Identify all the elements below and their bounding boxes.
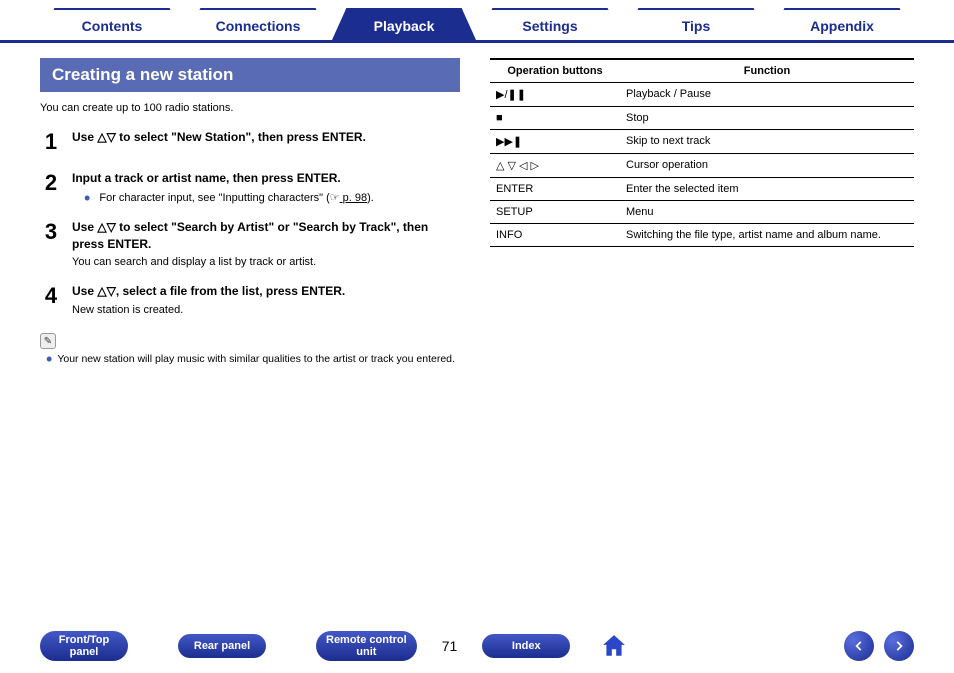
note-block: ✎ Your new station will play music with … [40,331,460,365]
table-row: ■Stop [490,107,914,130]
prev-page-button[interactable] [844,631,874,661]
bottom-bar: Front/Toppanel Rear panel Remote control… [0,631,954,661]
tab-appendix[interactable]: Appendix [770,8,914,40]
step-3-num: 3 [40,219,62,269]
table-row: ▶▶❚Skip to next track [490,130,914,154]
front-top-panel-button[interactable]: Front/Toppanel [40,631,128,661]
table-row: ENTEREnter the selected item [490,178,914,201]
table-row: ▶/❚❚Playback / Pause [490,83,914,107]
tab-contents[interactable]: Contents [40,8,184,40]
rear-panel-button[interactable]: Rear panel [178,634,266,658]
index-button[interactable]: Index [482,634,570,658]
tab-tips[interactable]: Tips [624,8,768,40]
page-number: 71 [442,638,458,654]
operation-table: Operation buttons Function ▶/❚❚Playback … [490,58,914,247]
step-4-num: 4 [40,283,62,316]
table-header-function: Function [620,59,914,83]
tab-settings[interactable]: Settings [478,8,622,40]
step-1-num: 1 [40,129,62,155]
step-2-sub: For character input, see "Inputting char… [84,191,460,204]
left-column: Creating a new station You can create up… [40,58,460,365]
table-row: SETUPMenu [490,201,914,224]
step-1: 1 Use △▽ to select "New Station", then p… [40,129,460,155]
right-column: Operation buttons Function ▶/❚❚Playback … [490,58,914,365]
step-1-title: Use △▽ to select "New Station", then pre… [72,129,460,146]
note-text: Your new station will play music with si… [46,353,460,365]
step-4-title: Use △▽, select a file from the list, pre… [72,283,460,300]
step-3: 3 Use △▽ to select "Search by Artist" or… [40,219,460,269]
step-2: 2 Input a track or artist name, then pre… [40,170,460,204]
tab-playback[interactable]: Playback [332,8,476,40]
table-header-buttons: Operation buttons [490,59,620,83]
step-2-title: Input a track or artist name, then press… [72,170,460,187]
section-header: Creating a new station [40,58,460,92]
tab-connections[interactable]: Connections [186,8,330,40]
table-row: △ ▽ ◁ ▷Cursor operation [490,154,914,178]
intro-text: You can create up to 100 radio stations. [40,102,460,114]
next-page-button[interactable] [884,631,914,661]
step-3-title: Use △▽ to select "Search by Artist" or "… [72,219,460,253]
step-4: 4 Use △▽, select a file from the list, p… [40,283,460,316]
table-row: INFOSwitching the file type, artist name… [490,224,914,247]
step-2-num: 2 [40,170,62,204]
remote-control-button[interactable]: Remote controlunit [316,631,417,661]
page-link-98[interactable]: p. 98 [340,192,368,204]
top-tabs: Contents Connections Playback Settings T… [0,0,954,43]
home-icon[interactable] [600,632,628,660]
pencil-icon: ✎ [40,333,56,349]
content-area: Creating a new station You can create up… [0,43,954,365]
step-4-desc: New station is created. [72,304,460,316]
step-3-desc: You can search and display a list by tra… [72,256,460,268]
